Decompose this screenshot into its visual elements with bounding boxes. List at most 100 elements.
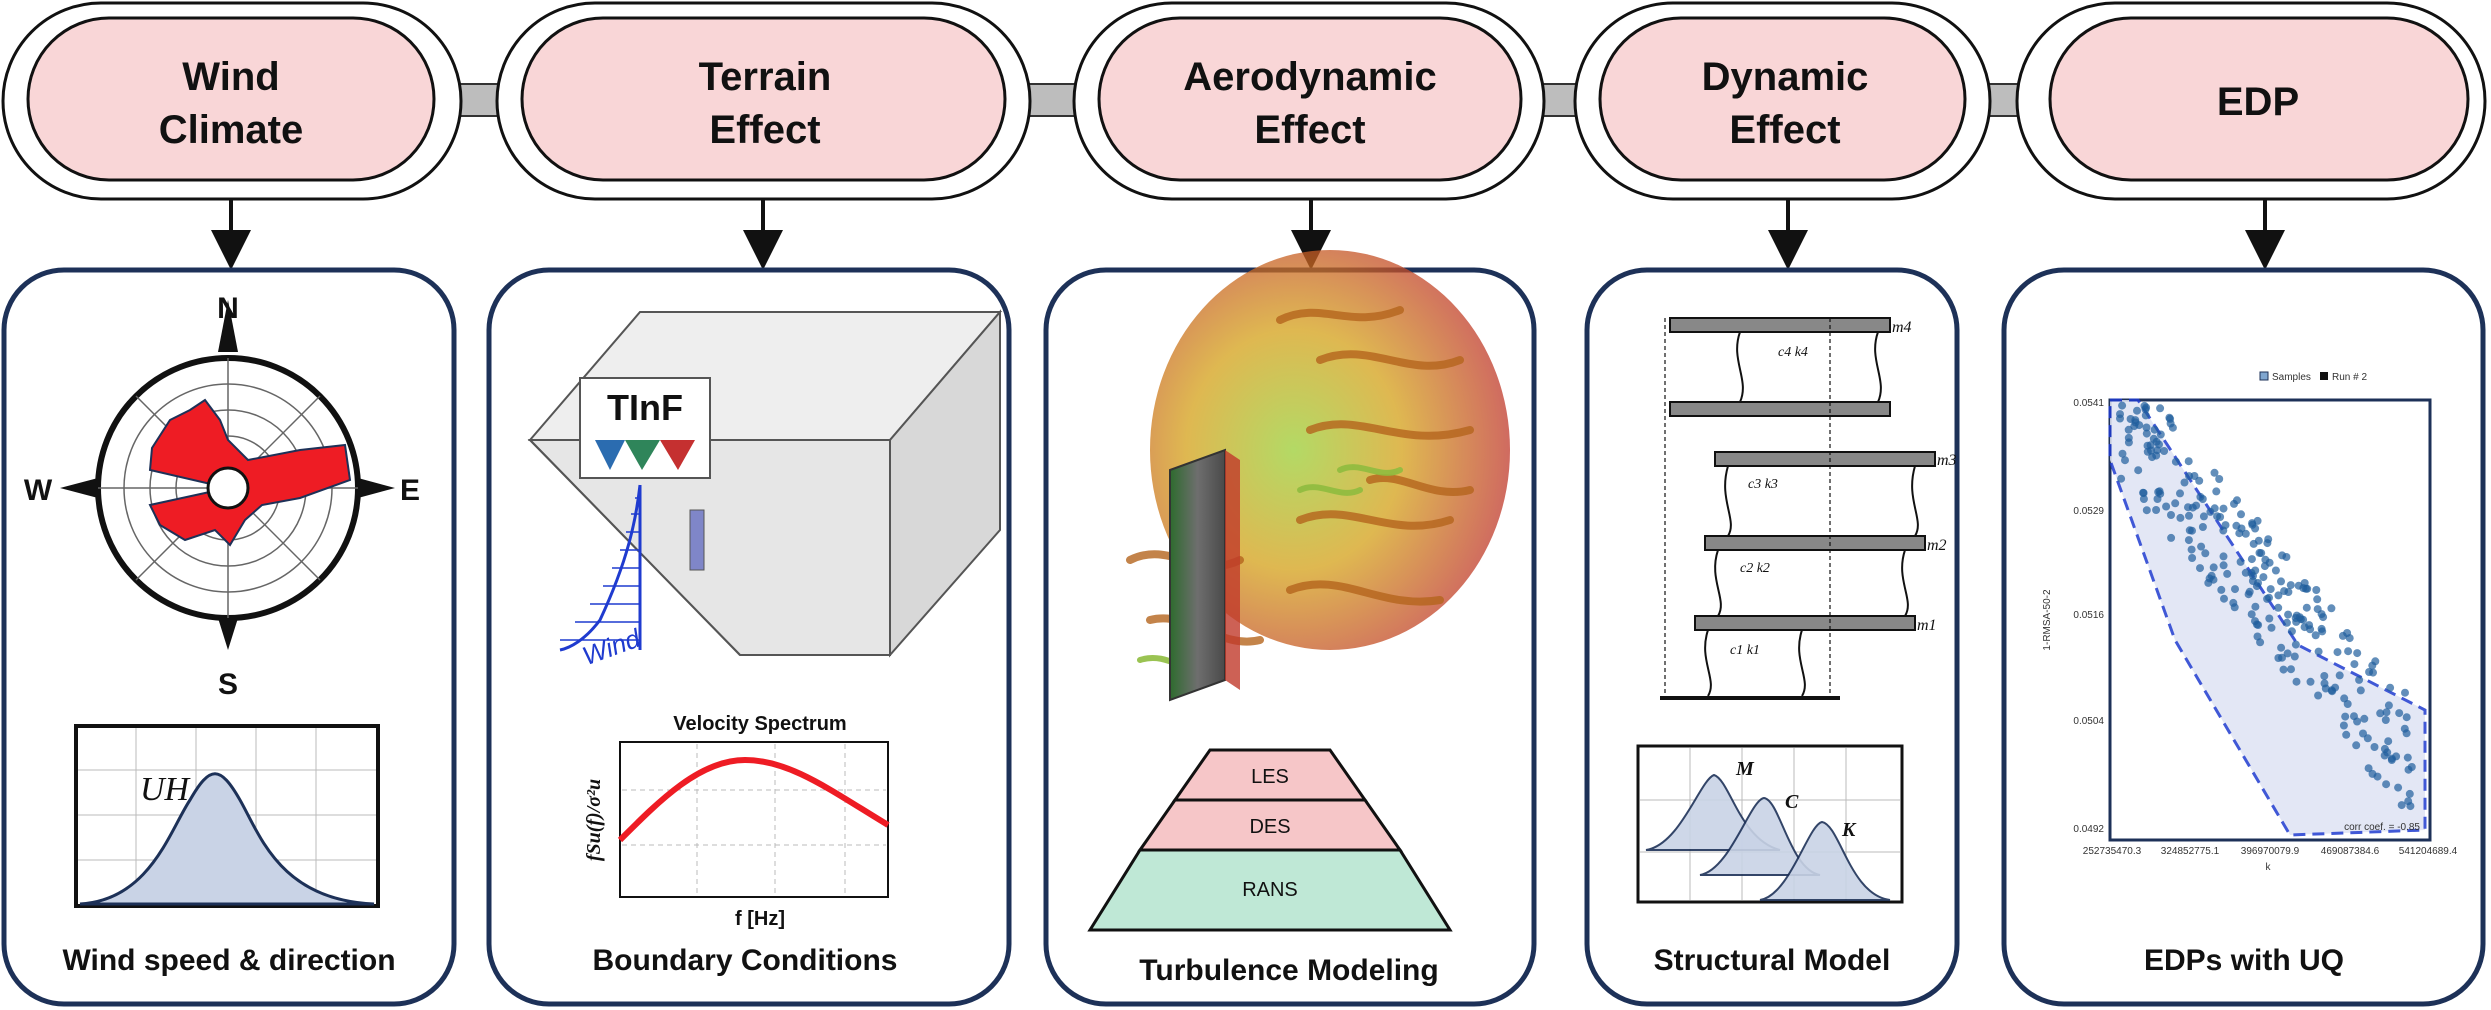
- scatter-point: [2291, 640, 2300, 649]
- scatter-point: [2400, 724, 2409, 733]
- scatter-point: [2368, 769, 2377, 778]
- scatter-point: [2395, 709, 2404, 718]
- scatter-point: [2327, 686, 2336, 695]
- spectrum-xlabel: f [Hz]: [735, 908, 785, 930]
- scatter-point: [2277, 643, 2286, 652]
- scatter-point: [2286, 581, 2295, 590]
- scatter-point: [2312, 586, 2321, 594]
- scatter-point: [2284, 610, 2293, 619]
- tinf-text: TInF: [607, 387, 683, 428]
- tinf-logo: TInF: [579, 377, 711, 479]
- scatter-point: [2190, 472, 2199, 480]
- scatter-point: [2365, 668, 2374, 676]
- scatter-point: [2290, 652, 2299, 661]
- scatter-point: [2167, 511, 2175, 519]
- scatter-point: [2176, 513, 2185, 522]
- svg-text:k: k: [2266, 862, 2272, 873]
- scatter-point: [2381, 716, 2390, 724]
- scatter-point: [2167, 533, 2176, 542]
- velocity-spectrum-chart: Velocity Spectrum f [Hz] fSu(f)/σ²u: [583, 713, 890, 930]
- scatter-point: [2152, 506, 2161, 514]
- scatter-point: [2386, 683, 2395, 692]
- scatter-point: [2251, 566, 2260, 575]
- scatter-point: [2350, 660, 2359, 669]
- scatter-point: [2277, 577, 2285, 586]
- svg-text:m4: m4: [1892, 319, 1912, 336]
- scatter-point: [2384, 737, 2393, 746]
- spectrum-title: Velocity Spectrum: [673, 713, 846, 735]
- scatter-point: [2284, 588, 2293, 596]
- scatter-point: [2406, 802, 2415, 811]
- scatter-point: [2219, 526, 2228, 535]
- stage-title-line1: Wind: [182, 55, 279, 99]
- caption-edp: EDPs with UQ: [2144, 944, 2344, 977]
- svg-text:396970079.9: 396970079.9: [2241, 846, 2300, 857]
- scatter-point: [2320, 672, 2329, 680]
- scatter-point: [2188, 526, 2196, 535]
- stage-title-line2: Effect: [709, 108, 820, 152]
- scatter-point: [2260, 562, 2269, 571]
- wind-rose-petals: [148, 398, 352, 547]
- scatter-point: [2356, 686, 2365, 695]
- scatter-point: [2265, 614, 2274, 623]
- svg-text:c3 k3: c3 k3: [1748, 477, 1778, 492]
- scatter-point: [2274, 591, 2283, 600]
- mass-labels: m4 m3 m2 m1: [1892, 319, 1957, 634]
- scatter-point: [2265, 593, 2273, 602]
- stage-aerodynamic-effect: Aerodynamic Effect: [1072, 1, 1546, 201]
- scatter-point: [2364, 764, 2373, 773]
- svg-text:corr coef. = -0.85: corr coef. = -0.85: [2344, 822, 2420, 833]
- scatter-point: [2142, 506, 2151, 515]
- stage-title-line2: Climate: [159, 108, 304, 152]
- scatter-point: [2248, 577, 2257, 585]
- scatter-point: [2306, 625, 2315, 634]
- scatter-point: [2318, 627, 2327, 636]
- scatter-point: [2160, 447, 2169, 455]
- scatter-point: [2271, 566, 2280, 575]
- edp-scatter-chart: Samples Run # 2 0.0541 0.0529 0.0516 0.0…: [2042, 371, 2458, 873]
- scatter-point: [2219, 552, 2228, 561]
- spectrum-ylabel: fSu(f)/σ²u: [583, 779, 605, 861]
- scatter-point: [2212, 487, 2221, 496]
- scatter-point: [2380, 744, 2389, 753]
- scatter-point: [2382, 708, 2391, 717]
- scatter-point: [2405, 789, 2414, 798]
- scatter-point: [2139, 488, 2148, 497]
- scatter-point: [2118, 449, 2127, 458]
- compass-s: S: [218, 668, 238, 701]
- legend-samples: Samples: [2272, 372, 2311, 383]
- scatter-point: [2237, 510, 2245, 519]
- scatter-point: [2359, 729, 2367, 738]
- stage-title-line1: EDP: [2217, 80, 2299, 124]
- scatter-point: [2124, 425, 2133, 434]
- scatter-point: [2368, 661, 2377, 670]
- scatter-point: [2223, 569, 2232, 578]
- scatter-point: [2209, 563, 2218, 572]
- scatter-point: [2219, 504, 2228, 513]
- scatter-point: [2353, 649, 2362, 658]
- scatter-point: [2387, 756, 2396, 764]
- svg-text:0.0492: 0.0492: [2073, 824, 2104, 835]
- uh-label: UH: [140, 771, 192, 808]
- svg-text:541204689.4: 541204689.4: [2399, 846, 2458, 857]
- svg-text:m2: m2: [1927, 537, 1947, 554]
- stage-title-line1: Dynamic: [1702, 55, 1869, 99]
- scatter-point: [2360, 714, 2369, 723]
- scatter-point: [2187, 545, 2196, 554]
- scatter-point: [2382, 780, 2391, 789]
- scatter-point: [2229, 598, 2238, 607]
- scatter-point: [2314, 647, 2323, 656]
- scatter-point: [2196, 564, 2204, 573]
- turbulence-pyramid: LES DES RANS: [1087, 748, 1453, 932]
- compass-arrow-w: [60, 478, 98, 498]
- scatter-point: [2404, 765, 2413, 774]
- scatter-point: [2345, 634, 2354, 643]
- scatter-point: [2259, 573, 2268, 582]
- scatter-point: [2287, 627, 2296, 636]
- scatter-point: [2155, 487, 2164, 496]
- scatter-point: [2143, 447, 2152, 456]
- scatter-point: [2299, 584, 2308, 593]
- scatter-point: [2261, 555, 2270, 564]
- scatter-point: [2230, 499, 2238, 508]
